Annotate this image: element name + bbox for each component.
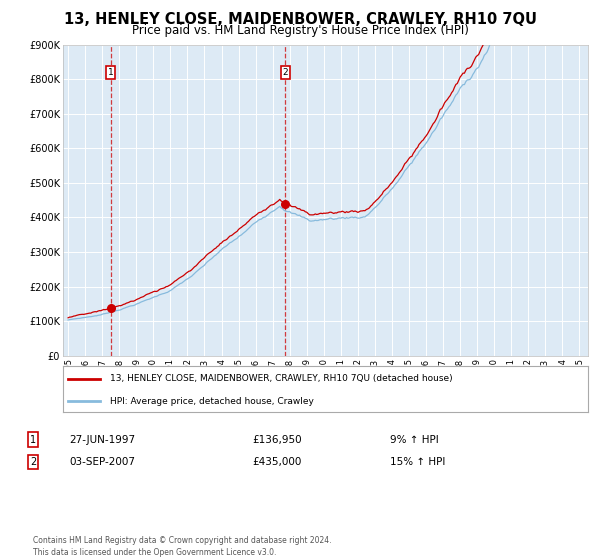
Text: 27-JUN-1997: 27-JUN-1997: [69, 435, 135, 445]
Text: Contains HM Land Registry data © Crown copyright and database right 2024.
This d: Contains HM Land Registry data © Crown c…: [33, 536, 331, 557]
Text: 1: 1: [30, 435, 36, 445]
Text: £435,000: £435,000: [252, 457, 301, 467]
Text: 1: 1: [108, 68, 113, 77]
Text: 2: 2: [30, 457, 36, 467]
Text: £136,950: £136,950: [252, 435, 302, 445]
Text: 13, HENLEY CLOSE, MAIDENBOWER, CRAWLEY, RH10 7QU (detached house): 13, HENLEY CLOSE, MAIDENBOWER, CRAWLEY, …: [110, 374, 453, 383]
Text: 03-SEP-2007: 03-SEP-2007: [69, 457, 135, 467]
Text: 13, HENLEY CLOSE, MAIDENBOWER, CRAWLEY, RH10 7QU: 13, HENLEY CLOSE, MAIDENBOWER, CRAWLEY, …: [64, 12, 536, 27]
Text: 2: 2: [283, 68, 288, 77]
Text: HPI: Average price, detached house, Crawley: HPI: Average price, detached house, Craw…: [110, 397, 314, 406]
Text: 9% ↑ HPI: 9% ↑ HPI: [390, 435, 439, 445]
Text: Price paid vs. HM Land Registry's House Price Index (HPI): Price paid vs. HM Land Registry's House …: [131, 24, 469, 37]
Text: 15% ↑ HPI: 15% ↑ HPI: [390, 457, 445, 467]
